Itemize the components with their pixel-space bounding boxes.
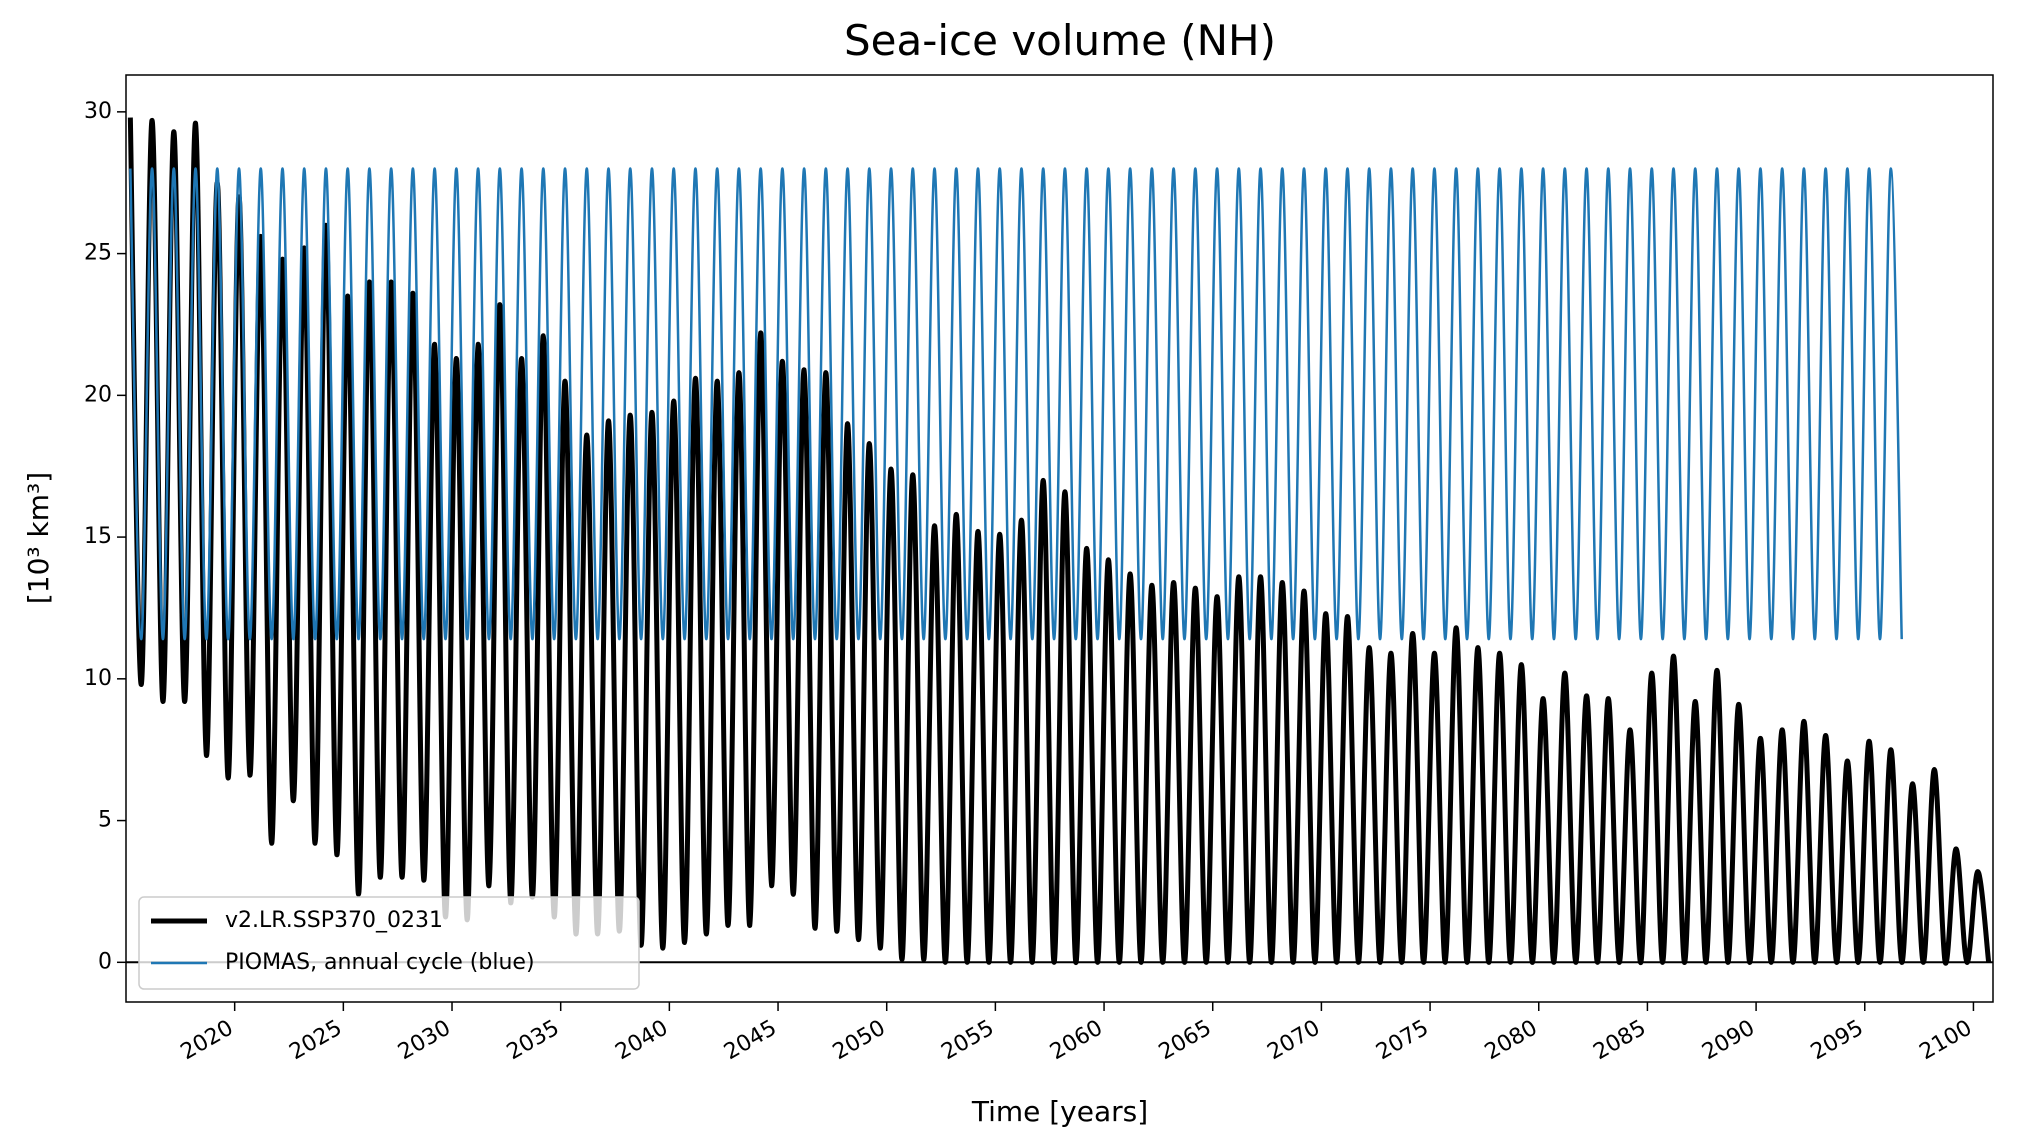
legend: v2.LR.SSP370_0231 PIOMAS, annual cycle (b… <box>138 896 640 990</box>
y-axis-label: [10³ km³] <box>22 472 55 604</box>
series-line <box>129 167 1903 641</box>
y-tick-label: 30 <box>84 99 112 124</box>
axes-frame <box>125 74 1994 1003</box>
legend-box <box>138 896 640 990</box>
y-tick-label: 0 <box>98 949 112 974</box>
y-tick-label: 25 <box>84 241 112 266</box>
legend-label: PIOMAS, annual cycle (blue) <box>225 950 535 975</box>
y-tick-label: 5 <box>98 808 112 833</box>
series-line <box>127 117 1992 966</box>
legend-label: v2.LR.SSP370_0231 <box>225 908 443 933</box>
y-tick-label: 20 <box>84 382 112 407</box>
y-tick-label: 15 <box>84 524 112 549</box>
chart-title: Sea-ice volume (NH) <box>844 16 1276 65</box>
y-tick-label: 10 <box>84 666 112 691</box>
x-axis-label: Time [years] <box>971 1095 1148 1128</box>
